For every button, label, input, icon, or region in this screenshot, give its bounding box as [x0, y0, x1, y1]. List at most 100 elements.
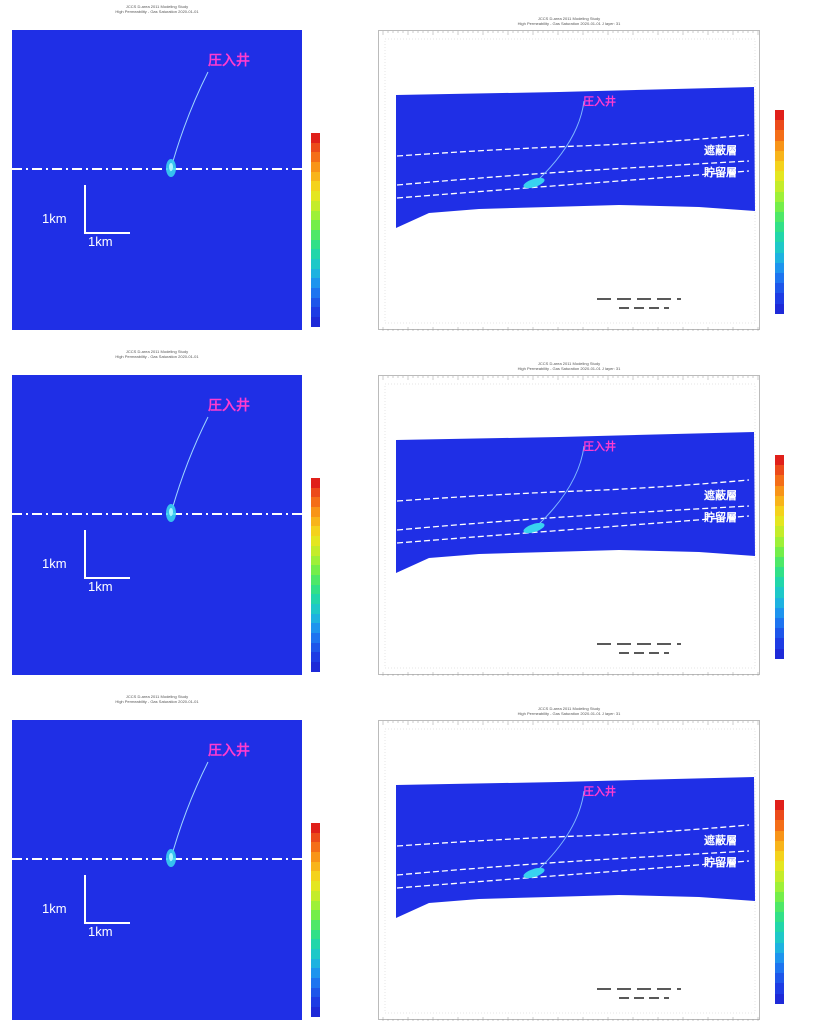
- colorbar-segment: [311, 929, 320, 940]
- section-colorbar: [775, 455, 784, 659]
- section-title-line: High Permeability - Gas Saturation 2020-…: [517, 21, 621, 26]
- map-colorbar: [311, 133, 320, 327]
- map-title-line: JCCS D-area 2011 Modeling Study: [125, 4, 189, 9]
- reservoir-top-horizon: [396, 505, 750, 531]
- plan-view-map: 圧入井 1km 1km: [12, 375, 302, 675]
- colorbar-segment: [775, 140, 784, 151]
- well-path: [169, 416, 209, 518]
- colorbar-segment: [311, 662, 320, 672]
- colorbar-segment: [775, 485, 784, 496]
- colorbar-segment: [311, 633, 320, 643]
- colorbar-segment: [775, 242, 784, 253]
- colorbar-segment: [311, 249, 320, 259]
- colorbar-segment: [775, 983, 784, 994]
- colorbar-segment: [775, 952, 784, 963]
- injection-well-label: 圧入井: [208, 743, 250, 759]
- colorbar-segment: [775, 191, 784, 202]
- plan-view-map: 圧入井 1km 1km: [12, 30, 302, 330]
- colorbar-segment: [775, 303, 784, 314]
- map-title-line: JCCS D-area 2011 Modeling Study: [125, 349, 189, 354]
- scale-label-vertical: 1km: [42, 556, 67, 571]
- colorbar-segment: [775, 648, 784, 659]
- colorbar-segment: [775, 273, 784, 284]
- co2-plume-core: [169, 853, 173, 861]
- colorbar-segment: [775, 871, 784, 882]
- colorbar-segment: [775, 293, 784, 304]
- colorbar-segment: [775, 262, 784, 273]
- colorbar-segment: [311, 229, 320, 240]
- colorbar-segment: [311, 288, 320, 298]
- colorbar-segment: [775, 820, 784, 831]
- injection-well-label: 圧入井: [583, 440, 616, 453]
- section-title-line: JCCS D-area 2011 Modeling Study: [537, 706, 601, 711]
- formation-body: [396, 777, 755, 918]
- colorbar-segment: [775, 861, 784, 872]
- plan-view-overlay: [12, 416, 302, 579]
- colorbar-segment: [775, 901, 784, 913]
- colorbar-segment: [311, 861, 320, 872]
- plan-view-overlay: [12, 761, 302, 924]
- colorbar-segment: [311, 297, 320, 308]
- colorbar-segment: [311, 258, 320, 269]
- colorbar-segment: [311, 939, 320, 949]
- colorbar-segment: [775, 942, 784, 953]
- reservoir-label: 貯留層: [704, 166, 737, 179]
- colorbar-segment: [311, 507, 320, 517]
- reservoir-top-horizon: [396, 850, 750, 876]
- colorbar-segment: [311, 133, 320, 143]
- colorbar-segment: [775, 120, 784, 131]
- colorbar-segment: [311, 958, 320, 969]
- colorbar-segment: [775, 455, 784, 466]
- well-path: [169, 761, 209, 863]
- well-trajectory: [536, 790, 585, 872]
- colorbar-segment: [311, 968, 320, 978]
- well-trajectory: [536, 445, 585, 527]
- colorbar-segment: [311, 623, 320, 633]
- cross-section-overlay: [382, 31, 759, 331]
- well-trajectory: [536, 100, 585, 182]
- colorbar-segment: [311, 171, 320, 182]
- colorbar-segment: [311, 497, 320, 508]
- colorbar-segment: [775, 171, 784, 182]
- cross-section-overlay: [382, 721, 759, 1021]
- colorbar-segment: [775, 628, 784, 639]
- colorbar-segment: [311, 526, 320, 537]
- formation-body: [396, 87, 755, 228]
- section-title-line: JCCS D-area 2011 Modeling Study: [537, 361, 601, 366]
- colorbar-segment: [775, 516, 784, 527]
- caprock-top-horizon: [396, 479, 750, 502]
- map-title-line: High Permeability - Gas Saturation 2020-…: [115, 354, 199, 359]
- map-colorbar: [311, 823, 320, 1017]
- caprock-label: 遮蔽層: [704, 834, 737, 847]
- scale-label-horizontal: 1km: [88, 579, 113, 594]
- caprock-top-horizon: [396, 824, 750, 847]
- colorbar-segment: [775, 922, 784, 933]
- injection-well-label: 圧入井: [583, 95, 616, 108]
- colorbar-segment: [775, 232, 784, 243]
- colorbar-segment: [311, 191, 320, 201]
- colorbar-segment: [775, 587, 784, 598]
- colorbar-segment: [311, 642, 320, 653]
- colorbar-segment: [311, 842, 320, 853]
- colorbar-segment: [311, 487, 320, 498]
- colorbar-segment: [311, 987, 320, 998]
- reservoir-base-horizon: [396, 170, 750, 199]
- reservoir-base-horizon: [396, 515, 750, 544]
- cross-section-view: 圧入井 遮蔽層 貯留層: [378, 375, 760, 676]
- reservoir-label: 貯留層: [704, 856, 737, 869]
- colorbar-segment: [775, 607, 784, 618]
- colorbar-segment: [775, 201, 784, 212]
- colorbar-segment: [775, 810, 784, 821]
- colorbar-segment: [311, 317, 320, 327]
- caprock-label: 遮蔽層: [704, 489, 737, 502]
- colorbar-segment: [775, 505, 784, 517]
- colorbar-segment: [311, 823, 320, 833]
- colorbar-segment: [775, 110, 784, 121]
- colorbar-segment: [311, 181, 320, 192]
- colorbar-segment: [311, 919, 320, 930]
- cross-section-view: 圧入井 遮蔽層 貯留層: [378, 720, 760, 1021]
- scale-label-vertical: 1km: [42, 901, 67, 916]
- colorbar-segment: [775, 932, 784, 943]
- map-title-line: High Permeability - Gas Saturation 2020-…: [115, 9, 199, 14]
- panel-row-1: JCCS D-area 2011 Modeling Study High Perm…: [0, 0, 814, 345]
